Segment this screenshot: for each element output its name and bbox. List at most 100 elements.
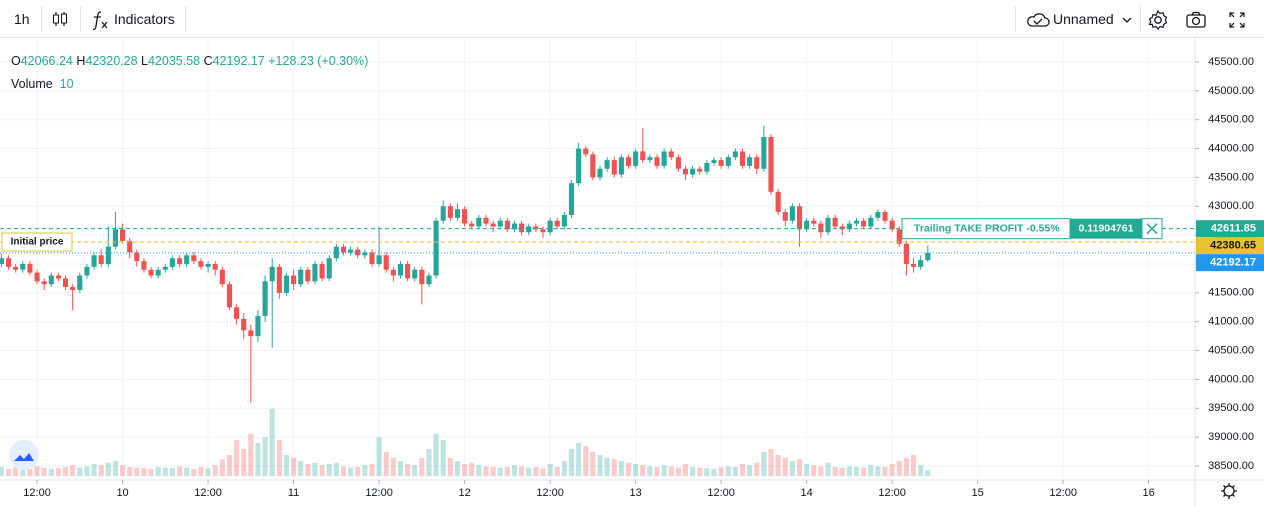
candle-body bbox=[348, 249, 354, 253]
candle-body bbox=[105, 246, 111, 264]
volume-bar bbox=[633, 464, 639, 476]
x-tick-label: 14 bbox=[801, 487, 813, 499]
volume-bar bbox=[697, 467, 703, 476]
volume-bar bbox=[148, 468, 154, 476]
volume-bar bbox=[704, 468, 710, 476]
candle-body bbox=[896, 229, 902, 244]
candle-body bbox=[611, 160, 617, 175]
fullscreen-icon[interactable] bbox=[1228, 11, 1246, 29]
y-tick-label: 39000.00 bbox=[1208, 431, 1254, 443]
legend-value: 42035.58 bbox=[147, 54, 201, 68]
volume-bar bbox=[141, 468, 147, 476]
volume-bar bbox=[511, 465, 518, 476]
volume-bar bbox=[440, 440, 446, 476]
candle-body bbox=[383, 255, 389, 270]
volume-bar bbox=[319, 465, 325, 476]
candle-body bbox=[554, 220, 560, 227]
logo-mark bbox=[14, 453, 34, 461]
snapshot-icon[interactable] bbox=[1185, 10, 1207, 30]
indicators-button[interactable]: Indicators bbox=[114, 11, 175, 27]
volume-bar bbox=[654, 467, 660, 476]
volume-bar bbox=[226, 455, 233, 476]
candle-body bbox=[234, 307, 240, 319]
volume-bar bbox=[640, 465, 646, 476]
candle-body bbox=[640, 151, 646, 161]
y-tick-label: 38500.00 bbox=[1208, 460, 1254, 472]
separator bbox=[185, 6, 186, 32]
candle-body bbox=[169, 258, 176, 267]
candle-body bbox=[540, 229, 546, 233]
candle-body bbox=[469, 223, 475, 227]
volume-bar bbox=[362, 465, 368, 476]
volume-bar bbox=[597, 455, 603, 476]
candle-body bbox=[262, 281, 268, 316]
volume-bar bbox=[469, 462, 475, 476]
candle-body bbox=[376, 255, 382, 264]
volume-bar bbox=[283, 455, 290, 476]
indicators-icon[interactable] bbox=[90, 9, 110, 31]
candle-body bbox=[604, 160, 610, 169]
volume-bar bbox=[397, 461, 404, 476]
volume-bar bbox=[390, 458, 396, 476]
candle-body bbox=[283, 275, 290, 293]
candle-body bbox=[219, 269, 225, 285]
volume-bar bbox=[483, 466, 489, 476]
candle-body bbox=[903, 243, 909, 264]
separator bbox=[41, 6, 42, 32]
volume-legend: Volume 10 bbox=[11, 73, 368, 96]
legend: O42066.24 H42320.28 L42035.58 C42192.17 … bbox=[11, 50, 368, 96]
candle-body bbox=[70, 287, 76, 290]
volume-bar bbox=[732, 467, 738, 476]
candle-body bbox=[654, 157, 660, 166]
volume-bar bbox=[241, 449, 247, 476]
candle-body bbox=[419, 269, 425, 285]
x-tick-label: 12:00 bbox=[707, 487, 735, 499]
interval-button[interactable]: 1h bbox=[14, 11, 30, 27]
candle-body bbox=[298, 269, 304, 285]
volume-bar bbox=[789, 461, 795, 476]
candle-body bbox=[511, 223, 518, 230]
volume-bar bbox=[554, 467, 560, 476]
candle-body bbox=[804, 220, 810, 230]
volume-bar bbox=[34, 466, 40, 476]
candle-body bbox=[305, 269, 311, 282]
y-tick-label: 40000.00 bbox=[1208, 373, 1254, 385]
volume-bar bbox=[205, 468, 211, 476]
volume-bar bbox=[312, 462, 318, 476]
candle-body bbox=[177, 258, 183, 264]
volume-bar bbox=[48, 468, 54, 476]
order-quantity: 0.11904761 bbox=[1079, 222, 1134, 234]
candle-body bbox=[882, 212, 888, 221]
legend-key: L bbox=[141, 54, 148, 68]
volume-bar bbox=[839, 467, 845, 476]
candle-body bbox=[704, 162, 710, 172]
chart-type-icon[interactable] bbox=[50, 9, 70, 29]
dropdown-arrow[interactable] bbox=[1122, 15, 1132, 25]
candle-body bbox=[725, 157, 731, 166]
legend-key: O bbox=[11, 54, 21, 68]
ohlc-legend: O42066.24 H42320.28 L42035.58 C42192.17 … bbox=[11, 50, 368, 73]
volume-bar bbox=[27, 468, 33, 476]
volume-bar bbox=[568, 449, 575, 476]
volume-bar bbox=[91, 464, 97, 476]
volume-bar bbox=[490, 467, 496, 476]
volume-bar bbox=[248, 434, 254, 476]
volume-bar bbox=[184, 467, 190, 476]
candle-body bbox=[568, 183, 575, 215]
candle-body bbox=[13, 266, 19, 270]
volume-bar bbox=[625, 462, 632, 476]
volume-bar bbox=[77, 467, 83, 476]
candle-body bbox=[397, 263, 404, 276]
settings-icon[interactable] bbox=[1147, 9, 1169, 31]
cloud-icon[interactable] bbox=[1025, 10, 1051, 30]
candle-body bbox=[454, 209, 461, 218]
candle-body bbox=[98, 255, 104, 264]
candle-body bbox=[504, 220, 510, 230]
candle-body bbox=[583, 148, 589, 155]
legend-change: +128.23 (+0.30%) bbox=[268, 54, 369, 68]
candle-body bbox=[5, 258, 12, 267]
layout-name[interactable]: Unnamed bbox=[1053, 11, 1114, 27]
volume-bar bbox=[355, 467, 361, 476]
candle-body bbox=[789, 206, 795, 221]
